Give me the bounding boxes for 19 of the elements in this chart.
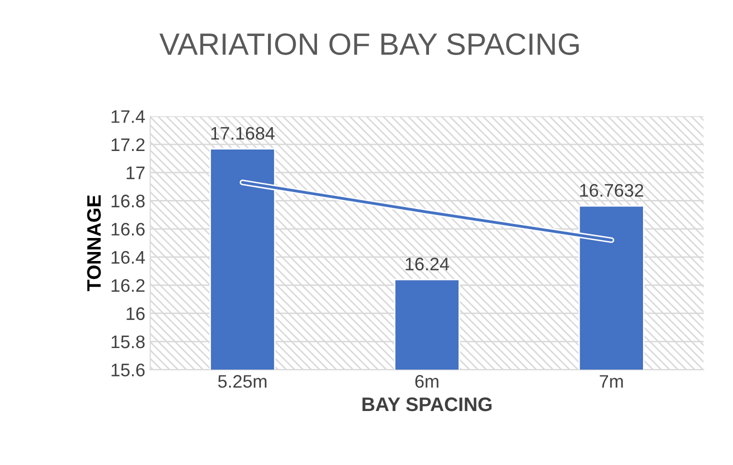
y-tick-label: 17.4 (112, 110, 145, 123)
y-tick-label: 16.4 (112, 250, 145, 264)
x-tick-label: 6m (415, 375, 438, 388)
y-tick-label: 17 (126, 166, 144, 180)
y-axis-title: TONNAGE (87, 195, 101, 292)
chart-title: VARIATION OF BAY SPACING (159, 33, 579, 55)
y-tick-label: 15.8 (112, 335, 145, 348)
y-tick-label: 16.6 (112, 222, 145, 236)
y-tick-label: 16.8 (112, 194, 145, 208)
x-tick-label: 5.25m (218, 375, 266, 388)
x-axis-title: BAY SPACING (362, 397, 492, 412)
y-tick-label: 15.6 (112, 364, 145, 376)
y-tick-label: 16.2 (112, 279, 144, 292)
data-label: 16.24 (406, 258, 450, 270)
data-label: 17.1684 (211, 126, 275, 140)
x-tick-label: 7m (600, 375, 623, 388)
data-label: 16.7632 (580, 184, 644, 197)
y-tick-label: 16 (126, 307, 145, 320)
y-tick-label: 17.2 (112, 138, 144, 151)
